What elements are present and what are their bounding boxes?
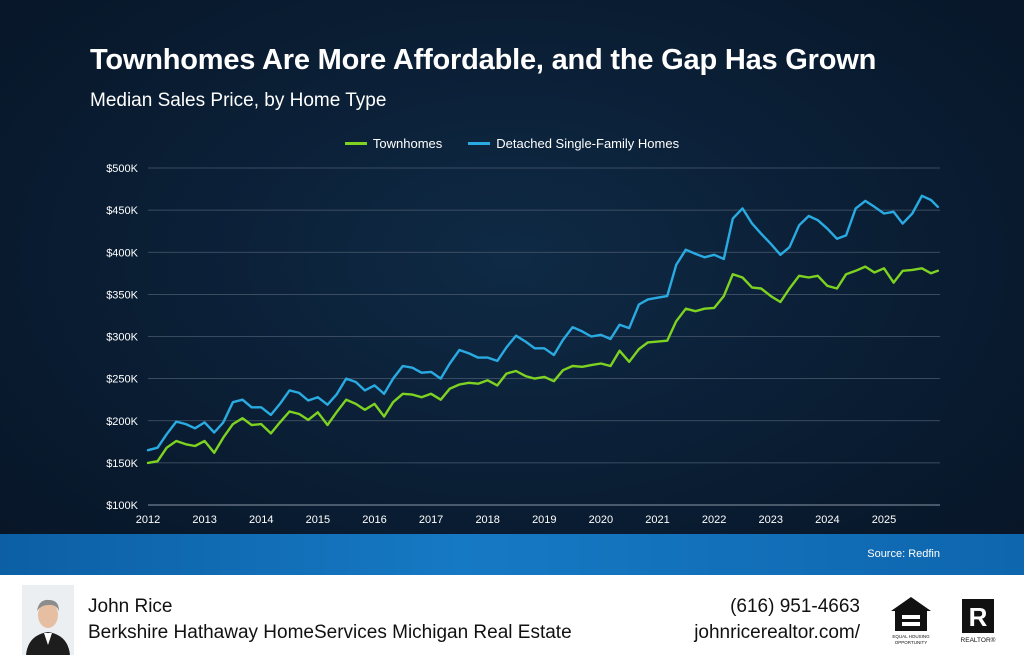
x-tick-label: 2019 (532, 514, 556, 526)
x-tick-label: 2022 (702, 514, 726, 526)
x-tick-label: 2021 (645, 514, 669, 526)
y-tick-label: $300K (106, 332, 138, 344)
series-line-townhomes (146, 265, 939, 465)
y-tick-label: $350K (106, 289, 138, 301)
line-chart: $100K $150K $200K $250K $300K $350K $400K $450K… (106, 163, 940, 526)
x-tick-label: 2012 (136, 514, 160, 526)
realtor-icon: R REALTOR® (958, 597, 998, 647)
x-tick-label: 2014 (249, 514, 273, 526)
chart-subtitle: Median Sales Price, by Home Type (90, 90, 387, 111)
equal-housing-icon: EQUAL HOUSING OPPORTUNITY (888, 595, 934, 647)
chart-panel (0, 0, 1024, 575)
svg-text:OPPORTUNITY: OPPORTUNITY (895, 640, 927, 645)
agent-company: Berkshire Hathaway HomeServices Michigan… (88, 622, 572, 643)
y-tick-label: $400K (106, 247, 138, 259)
legend-item-townhomes: Townhomes (344, 136, 443, 151)
y-tick-label: $200K (106, 416, 138, 428)
y-tick-label: $450K (106, 205, 138, 217)
source-label: Source: Redfin (867, 548, 940, 560)
svg-text:EQUAL HOUSING: EQUAL HOUSING (892, 634, 930, 639)
agent-name: John Rice (88, 596, 173, 617)
svg-text:REALTOR®: REALTOR® (961, 636, 996, 644)
x-tick-label: 2025 (872, 514, 896, 526)
x-tick-label: 2016 (362, 514, 386, 526)
agent-website-link[interactable]: johnricerealtor.com/ (694, 622, 860, 643)
x-tick-label: 2020 (589, 514, 613, 526)
series-line-detached (146, 194, 939, 452)
chart-title: Townhomes Are More Affordable, and the G… (90, 44, 877, 76)
x-tick-label: 2017 (419, 514, 443, 526)
legend-item-detached: Detached Single-Family Homes (468, 136, 679, 151)
agent-phone[interactable]: (616) 951-4663 (730, 596, 860, 617)
agent-avatar (22, 585, 74, 655)
agent-footer (0, 575, 1024, 662)
svg-text:R: R (969, 602, 988, 632)
x-tick-label: 2023 (759, 514, 783, 526)
legend-swatch-townhomes (344, 142, 367, 145)
y-tick-label: $100K (106, 500, 138, 512)
y-tick-label: $250K (106, 374, 138, 386)
footer-band (0, 534, 1024, 575)
legend-label-detached: Detached Single-Family Homes (496, 136, 680, 151)
x-tick-label: 2024 (815, 514, 839, 526)
chart-legend: Townhomes Detached Single-Family Homes (0, 136, 1024, 151)
y-tick-label: $150K (106, 458, 138, 470)
x-tick-label: 2015 (306, 514, 330, 526)
legend-label-townhomes: Townhomes (372, 136, 443, 151)
y-tick-label: $500K (106, 163, 138, 175)
x-tick-label: 2013 (192, 514, 216, 526)
x-tick-label: 2018 (475, 514, 499, 526)
legend-swatch-detached (468, 142, 491, 145)
